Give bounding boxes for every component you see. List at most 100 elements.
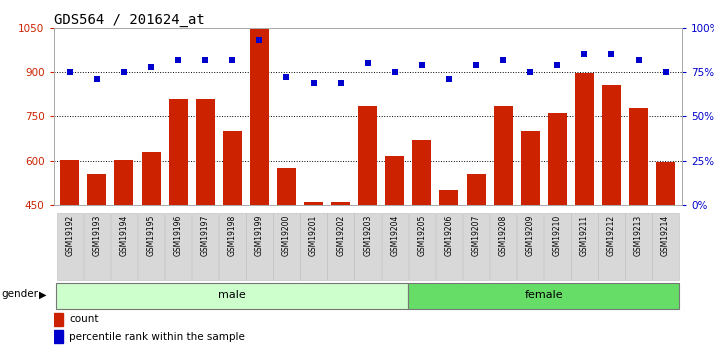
Text: GSM19204: GSM19204 bbox=[391, 215, 399, 256]
Point bbox=[498, 57, 509, 62]
Text: GSM19197: GSM19197 bbox=[201, 215, 210, 256]
FancyBboxPatch shape bbox=[408, 213, 435, 280]
FancyBboxPatch shape bbox=[165, 213, 191, 280]
Text: count: count bbox=[69, 315, 99, 324]
FancyBboxPatch shape bbox=[273, 213, 300, 280]
Bar bbox=[466, 174, 486, 205]
FancyBboxPatch shape bbox=[327, 213, 354, 280]
Text: GSM19205: GSM19205 bbox=[418, 215, 426, 256]
Bar bbox=[413, 140, 431, 205]
Bar bbox=[629, 108, 648, 205]
Bar bbox=[250, 28, 269, 205]
FancyBboxPatch shape bbox=[517, 213, 543, 280]
Bar bbox=[169, 99, 188, 205]
Point bbox=[335, 80, 346, 86]
FancyBboxPatch shape bbox=[56, 213, 83, 280]
Text: percentile rank within the sample: percentile rank within the sample bbox=[69, 332, 245, 342]
Bar bbox=[656, 162, 675, 205]
Point bbox=[253, 37, 265, 43]
Point bbox=[146, 64, 157, 69]
Text: GSM19199: GSM19199 bbox=[255, 215, 264, 256]
FancyBboxPatch shape bbox=[653, 213, 679, 280]
Text: GSM19200: GSM19200 bbox=[282, 215, 291, 256]
Text: GSM19213: GSM19213 bbox=[634, 215, 643, 256]
Text: GSM19192: GSM19192 bbox=[65, 215, 74, 256]
Point bbox=[172, 57, 183, 62]
Text: GSM19207: GSM19207 bbox=[471, 215, 481, 256]
Bar bbox=[386, 156, 404, 205]
Bar bbox=[331, 202, 350, 205]
Point bbox=[226, 57, 238, 62]
Point bbox=[64, 69, 76, 75]
Point bbox=[389, 69, 401, 75]
Point bbox=[660, 69, 671, 75]
Bar bbox=[358, 106, 377, 205]
Bar bbox=[141, 152, 161, 205]
Point bbox=[578, 51, 590, 57]
Text: GSM19194: GSM19194 bbox=[119, 215, 129, 256]
FancyBboxPatch shape bbox=[301, 213, 327, 280]
FancyBboxPatch shape bbox=[544, 213, 570, 280]
FancyBboxPatch shape bbox=[598, 213, 625, 280]
Text: female: female bbox=[525, 290, 563, 300]
Text: GSM19195: GSM19195 bbox=[146, 215, 156, 256]
Bar bbox=[440, 190, 458, 205]
Bar bbox=[304, 202, 323, 205]
FancyBboxPatch shape bbox=[436, 213, 462, 280]
Point bbox=[199, 57, 211, 62]
Point bbox=[416, 62, 428, 68]
Point bbox=[605, 51, 617, 57]
Bar bbox=[196, 99, 215, 205]
Bar bbox=[223, 131, 242, 205]
Point bbox=[281, 75, 292, 80]
Text: ▶: ▶ bbox=[39, 290, 46, 300]
FancyBboxPatch shape bbox=[571, 213, 598, 280]
Text: GSM19212: GSM19212 bbox=[607, 215, 616, 256]
Text: GSM19198: GSM19198 bbox=[228, 215, 237, 256]
Text: GDS564 / 201624_at: GDS564 / 201624_at bbox=[54, 12, 204, 27]
Text: GSM19193: GSM19193 bbox=[92, 215, 101, 256]
Text: GSM19203: GSM19203 bbox=[363, 215, 372, 256]
FancyBboxPatch shape bbox=[625, 213, 652, 280]
Bar bbox=[493, 106, 513, 205]
FancyBboxPatch shape bbox=[111, 213, 137, 280]
Bar bbox=[54, 313, 63, 326]
Text: GSM19208: GSM19208 bbox=[498, 215, 508, 256]
FancyBboxPatch shape bbox=[490, 213, 516, 280]
FancyBboxPatch shape bbox=[381, 213, 408, 280]
FancyBboxPatch shape bbox=[354, 213, 381, 280]
Point bbox=[471, 62, 482, 68]
Bar bbox=[548, 114, 567, 205]
FancyBboxPatch shape bbox=[192, 213, 218, 280]
FancyBboxPatch shape bbox=[463, 213, 489, 280]
Point bbox=[91, 76, 103, 82]
Bar bbox=[575, 73, 594, 205]
Point bbox=[308, 80, 319, 86]
Text: GSM19214: GSM19214 bbox=[661, 215, 670, 256]
Point bbox=[362, 60, 373, 66]
FancyBboxPatch shape bbox=[408, 283, 679, 309]
Point bbox=[443, 76, 455, 82]
Bar bbox=[521, 131, 540, 205]
Text: GSM19202: GSM19202 bbox=[336, 215, 345, 256]
Text: GSM19210: GSM19210 bbox=[553, 215, 562, 256]
Point bbox=[525, 69, 536, 75]
Bar bbox=[602, 85, 621, 205]
Bar bbox=[277, 168, 296, 205]
Bar bbox=[87, 174, 106, 205]
Text: GSM19211: GSM19211 bbox=[580, 215, 589, 256]
FancyBboxPatch shape bbox=[219, 213, 246, 280]
Text: gender: gender bbox=[1, 289, 39, 299]
Text: male: male bbox=[218, 290, 246, 300]
FancyBboxPatch shape bbox=[56, 283, 408, 309]
FancyBboxPatch shape bbox=[138, 213, 164, 280]
Bar bbox=[114, 160, 134, 205]
Text: GSM19201: GSM19201 bbox=[309, 215, 318, 256]
FancyBboxPatch shape bbox=[84, 213, 110, 280]
Point bbox=[119, 69, 130, 75]
Bar bbox=[54, 330, 63, 343]
Bar bbox=[60, 160, 79, 205]
Point bbox=[552, 62, 563, 68]
FancyBboxPatch shape bbox=[246, 213, 273, 280]
Text: GSM19209: GSM19209 bbox=[526, 215, 535, 256]
